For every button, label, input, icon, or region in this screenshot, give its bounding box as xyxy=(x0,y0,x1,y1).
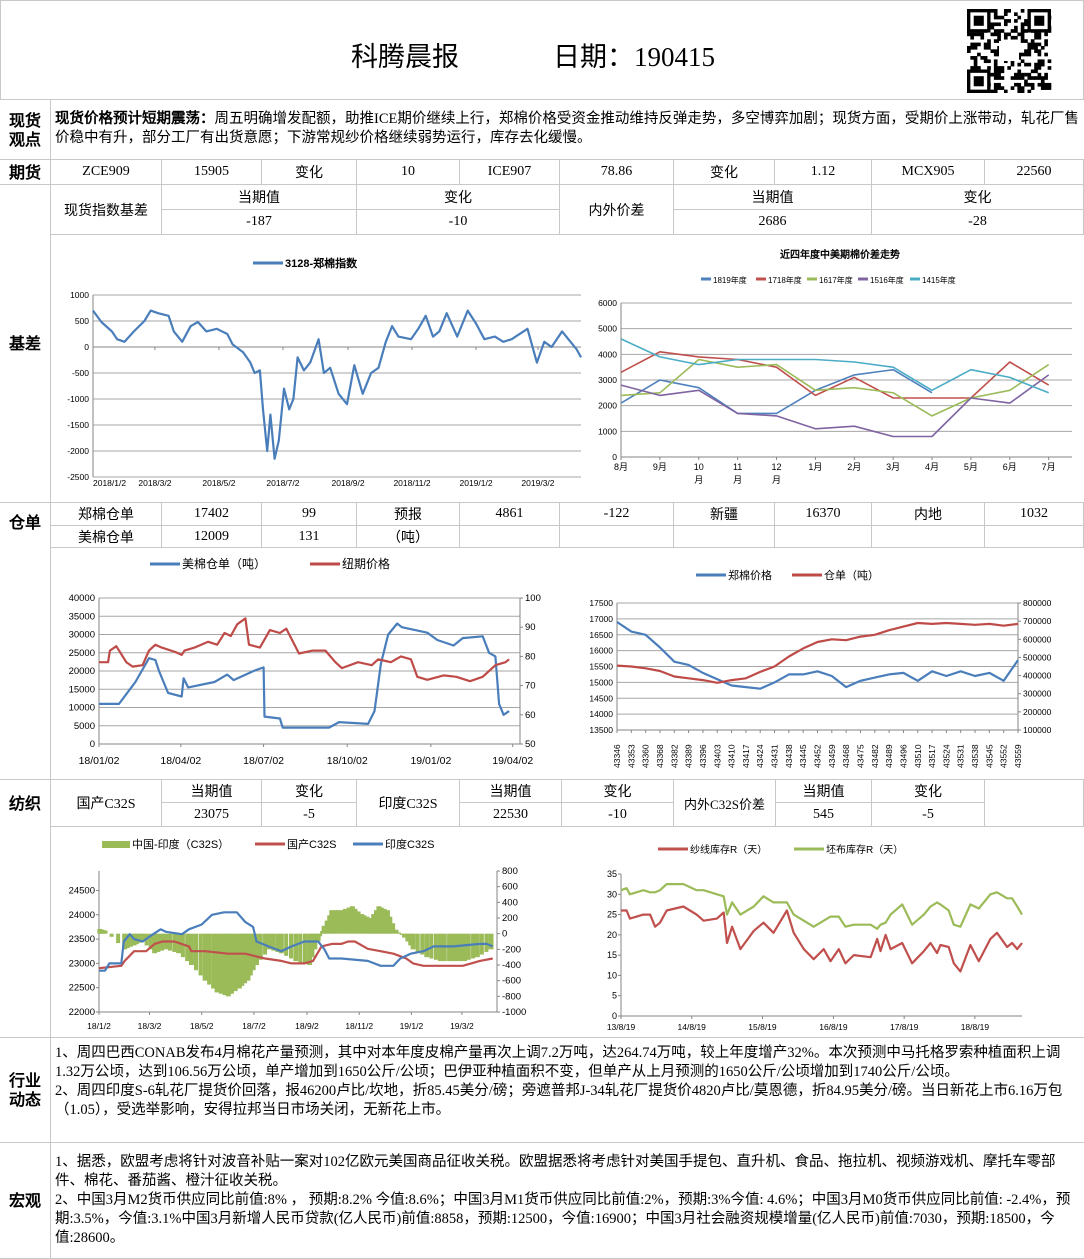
section-label-warehouse: 仓单 xyxy=(0,503,51,780)
warehouse-cell: 郑棉仓单 xyxy=(51,503,162,526)
report-date: 日期：190415 xyxy=(553,42,715,72)
x-tick-label: 5月 xyxy=(963,462,978,472)
section-label-text: 期货 xyxy=(8,162,41,182)
textile-value: 22530 xyxy=(460,803,562,827)
warehouse-cell: -122 xyxy=(560,503,674,526)
textile-header: 当期值 xyxy=(776,780,872,803)
x-tick-label: 9月 xyxy=(652,462,667,472)
warehouse-cell: 美棉仓单 xyxy=(51,526,162,548)
spread-value: -28 xyxy=(872,210,1084,235)
industry-item: 1、周四巴西CONAB发布4月棉花产量预测，其中对本年度皮棉产量再次上调7.2万… xyxy=(55,1045,1061,1080)
section-label-text: 仓单 xyxy=(8,513,41,532)
warehouse-cell: 预报 xyxy=(357,503,460,526)
warehouse-charts-panel xyxy=(51,548,1084,780)
warehouse-cell: 99 xyxy=(262,503,357,526)
futures-cell: MCX905 xyxy=(872,160,985,185)
warehouse-cell: 12009 xyxy=(162,526,262,548)
warehouse-cell: 131 xyxy=(262,526,357,548)
warehouse-cell: 16370 xyxy=(775,503,872,526)
section-label-text: 行业动态 xyxy=(8,1071,41,1109)
futures-cell: 1.12 xyxy=(775,160,872,185)
x-tick-label: 6月 xyxy=(1002,462,1017,472)
basis-header: 变化 xyxy=(357,185,560,210)
macro-item: 2、中国3月M2货币供应同比前值:8% ， 预期:8.2% 今值:8.6%；中国… xyxy=(55,1192,1071,1246)
macro-news: 1、据悉，欧盟考虑将针对波音补贴一案对102亿欧元美国商品征收关税。欧盟据悉将考… xyxy=(51,1143,1084,1259)
textile-header: 变化 xyxy=(262,780,357,803)
market-view-text: 周五明确增发配额，助推ICE期价继续上行，郑棉价格受资金推动维持反弹走势，多空博… xyxy=(55,111,1079,146)
futures-cell: 10 xyxy=(357,160,460,185)
section-label-futures: 期货 xyxy=(0,160,51,185)
spread-value: 2686 xyxy=(674,210,872,235)
textile-header: 当期值 xyxy=(162,780,262,803)
textile-header: 变化 xyxy=(562,780,674,803)
section-label-industry: 行业动态 xyxy=(0,1038,51,1143)
x-tick-label: 8月 xyxy=(614,462,629,472)
report-title: 科腾晨报 xyxy=(351,42,459,72)
warehouse-cell xyxy=(460,526,560,548)
x-tick-label: 1月 xyxy=(808,462,823,472)
empty-cell xyxy=(985,780,1084,827)
warehouse-cell: 4861 xyxy=(460,503,560,526)
warehouse-cell: 1032 xyxy=(985,503,1084,526)
futures-cell: ZCE909 xyxy=(51,160,162,185)
section-label-macro: 宏观 xyxy=(0,1143,51,1259)
textile-header: 变化 xyxy=(872,780,985,803)
basis-label: 现货指数基差 xyxy=(51,185,162,235)
x-tick-label: 4月 xyxy=(925,462,940,472)
warehouse-cell: 内地 xyxy=(872,503,985,526)
industry-news: 1、周四巴西CONAB发布4月棉花产量预测，其中对本年度皮棉产量再次上调7.2万… xyxy=(51,1038,1084,1143)
spread-label: 内外价差 xyxy=(560,185,674,235)
futures-cell: ICE907 xyxy=(460,160,560,185)
spread-header: 变化 xyxy=(872,185,1084,210)
section-label-text: 基差 xyxy=(8,334,41,353)
basis-charts-panel xyxy=(51,235,1084,503)
textile-label: 国产C32S xyxy=(51,780,162,827)
warehouse-cell xyxy=(775,526,872,548)
x-tick-label: 12月 xyxy=(771,462,782,485)
section-label-view: 现货观点 xyxy=(0,100,51,160)
textile-value: -10 xyxy=(562,803,674,827)
futures-cell: 78.86 xyxy=(560,160,674,185)
section-label-text: 现货观点 xyxy=(8,110,41,149)
basis-value: -187 xyxy=(162,210,357,235)
macro-item: 1、据悉，欧盟考虑将针对波音补贴一案对102亿欧元美国商品征收关税。欧盟据悉将考… xyxy=(55,1154,1056,1189)
basis-value: -10 xyxy=(357,210,560,235)
futures-cell: 变化 xyxy=(674,160,775,185)
warehouse-cell xyxy=(560,526,674,548)
textile-value: 23075 xyxy=(162,803,262,827)
warehouse-cell xyxy=(985,526,1084,548)
qr-code xyxy=(967,9,1052,93)
warehouse-cell: （吨） xyxy=(357,526,460,548)
x-tick-label: 2月 xyxy=(847,462,862,472)
x-tick-label: 10月 xyxy=(693,462,704,485)
textile-value: -5 xyxy=(262,803,357,827)
basis-header: 当期值 xyxy=(162,185,357,210)
section-label-text: 纺织 xyxy=(8,794,41,813)
warehouse-cell xyxy=(674,526,775,548)
textile-label: 内外C32S价差 xyxy=(674,780,776,827)
x-tick-label: 3月 xyxy=(886,462,901,472)
futures-cell: 变化 xyxy=(262,160,357,185)
textile-value: 545 xyxy=(776,803,872,827)
spread-header: 当期值 xyxy=(674,185,872,210)
section-label-basis: 基差 xyxy=(0,185,51,503)
section-label-textile: 纺织 xyxy=(0,780,51,1038)
futures-cell: 22560 xyxy=(985,160,1084,185)
textile-label: 印度C32S xyxy=(357,780,460,827)
textile-charts-panel xyxy=(51,827,1084,1038)
report-header: 科腾晨报 日期：190415 xyxy=(0,0,1084,100)
market-view: 现货价格预计短期震荡：周五明确增发配额，助推ICE期价继续上行，郑棉价格受资金推… xyxy=(51,100,1084,160)
market-view-lead: 现货价格预计短期震荡： xyxy=(55,111,215,127)
warehouse-cell: 新疆 xyxy=(674,503,775,526)
futures-cell: 15905 xyxy=(162,160,262,185)
x-tick-label: 11月 xyxy=(732,462,743,485)
warehouse-cell: 17402 xyxy=(162,503,262,526)
warehouse-cell xyxy=(872,526,985,548)
textile-header: 当期值 xyxy=(460,780,562,803)
section-label-text: 宏观 xyxy=(8,1191,41,1210)
x-tick-label: 7月 xyxy=(1041,462,1056,472)
industry-item: 2、周四印度S-6轧花厂提货价回落，报46200卢比/坎地，折85.45美分/磅… xyxy=(55,1083,1063,1118)
textile-value: -5 xyxy=(872,803,985,827)
